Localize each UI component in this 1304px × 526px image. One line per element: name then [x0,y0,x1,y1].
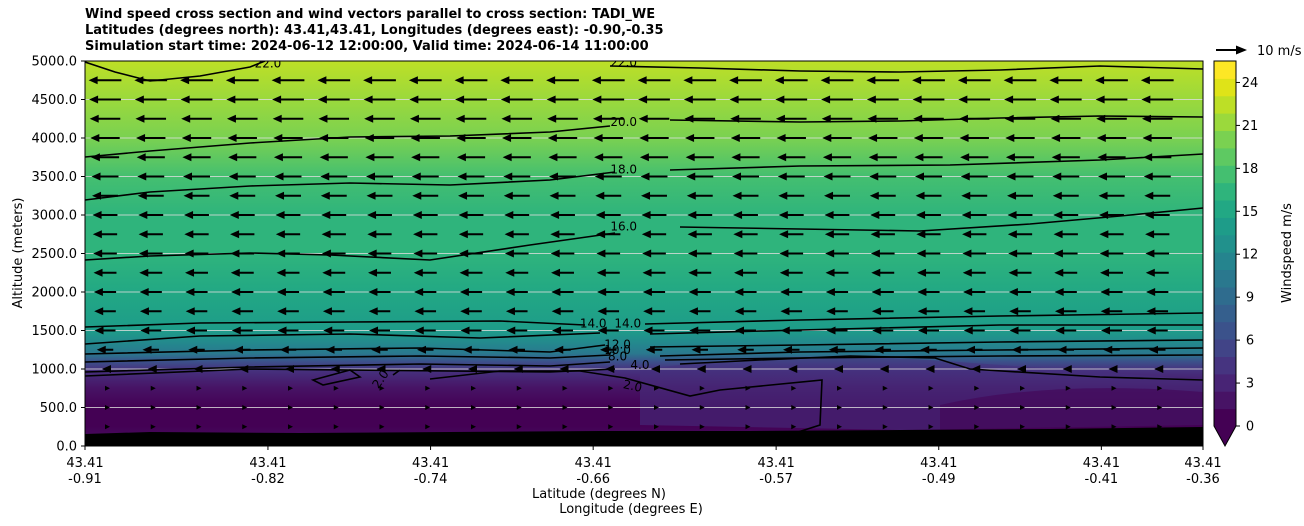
quiver-key-arrowhead [1236,46,1247,55]
contour-label: 8.0 [608,350,627,364]
colorbar-segment [1214,217,1236,235]
contour-label: 18.0 [610,163,637,177]
colorbar-segment [1214,322,1236,340]
x-axis: 43.41-0.9143.41-0.8243.41-0.7443.41-0.66… [66,446,1221,487]
x-tick-label-lat: 43.41 [920,456,957,471]
contour-label: 16.0 [610,220,637,234]
quiver-key: 10 m/s [1216,44,1302,59]
y-tick-label: 1500.0 [32,324,78,339]
colorbar-segment [1214,374,1236,392]
colorbar-tick-label: 12 [1242,248,1259,263]
x-tick-label-lat: 43.41 [758,456,795,471]
x-tick-label-lat: 43.41 [412,456,449,471]
x-axis-label-lat: Latitude (degrees N) [532,487,666,502]
colorbar-segment [1214,131,1236,149]
colorbar-segment [1214,96,1236,114]
x-tick-label-lon: -0.36 [1186,472,1220,487]
colorbar-extend [1214,426,1236,446]
colorbar-tick-label: 9 [1246,291,1254,306]
colorbar-segment [1214,391,1236,409]
colorbar-segment [1214,183,1236,201]
y-tick-label: 4000.0 [32,132,78,147]
y-tick-label: 2000.0 [32,286,78,301]
plot-area: 22.0 22.020.018.016.014.0 14.012.010.08.04… [85,56,1203,446]
contour-label: 22.0 [255,56,282,70]
colorbar-segment [1214,113,1236,131]
colorbar-tick-label: 18 [1242,162,1259,177]
contour-label: 14.0 [614,317,641,331]
x-tick-label-lon: -0.41 [1085,472,1119,487]
x-tick-label-lon: -0.66 [576,472,610,487]
colorbar-segment [1214,287,1236,305]
quiver-key-label: 10 m/s [1257,44,1302,59]
cross-section-chart: 22.0 22.020.018.016.014.0 14.012.010.08.04… [0,0,1304,526]
colorbar-segment [1214,409,1236,427]
y-tick-label: 3000.0 [32,209,78,224]
colorbar-tick-label: 15 [1242,205,1259,220]
colorbar-segment [1214,200,1236,218]
colorbar-tick-label: 6 [1246,334,1254,349]
contour-label: 22.0 [610,56,637,70]
colorbar-segment [1214,356,1236,374]
x-tick-label-lon: -0.82 [251,472,285,487]
colorbar: 0 3 6 9 12 15 18 21 24 [1214,61,1258,446]
x-axis-label-lon: Longitude (degrees E) [559,502,703,517]
colorbar-segment [1214,78,1236,96]
y-tick-label: 0.0 [56,440,77,455]
x-tick-label-lon: -0.57 [759,472,793,487]
colorbar-segment [1214,235,1236,253]
x-tick-label-lon: -0.49 [922,472,956,487]
colorbar-segment [1214,148,1236,166]
y-axis: 0.0 500.0 1000.0 1500.0 2000.0 2500.0 3000.0 35… [32,55,86,455]
colorbar-tick-label: 21 [1242,119,1259,134]
colorbar-segment [1214,304,1236,322]
contour-label: 14.0 [580,317,607,331]
x-tick-label-lat: 43.41 [249,456,286,471]
colorbar-segment [1214,252,1236,270]
y-tick-label: 500.0 [40,401,77,416]
contour-label: 20.0 [610,115,637,129]
y-tick-label: 4500.0 [32,93,78,108]
x-tick-label-lat: 43.41 [1184,456,1221,471]
y-tick-label: 1000.0 [32,363,78,378]
contour-label: 4.0 [630,358,649,372]
colorbar-segment [1214,165,1236,183]
colorbar-tick-label: 3 [1246,377,1254,392]
colorbar-segment [1214,339,1236,357]
colorbar-tick-label: 24 [1242,76,1259,91]
colorbar-tick-label: 0 [1246,420,1254,435]
x-tick-label-lat: 43.41 [1083,456,1120,471]
x-tick-label-lat: 43.41 [575,456,612,471]
colorbar-segment [1214,61,1236,79]
colorbar-label: Windspeed m/s [1280,203,1295,303]
y-axis-label: Altitude (meters) [11,198,26,309]
x-tick-label-lon: -0.91 [68,472,102,487]
y-tick-label: 2500.0 [32,247,78,262]
y-tick-label: 5000.0 [32,55,78,70]
y-tick-label: 3500.0 [32,170,78,185]
x-tick-label-lat: 43.41 [66,456,103,471]
colorbar-segment [1214,270,1236,288]
x-tick-label-lon: -0.74 [414,472,448,487]
